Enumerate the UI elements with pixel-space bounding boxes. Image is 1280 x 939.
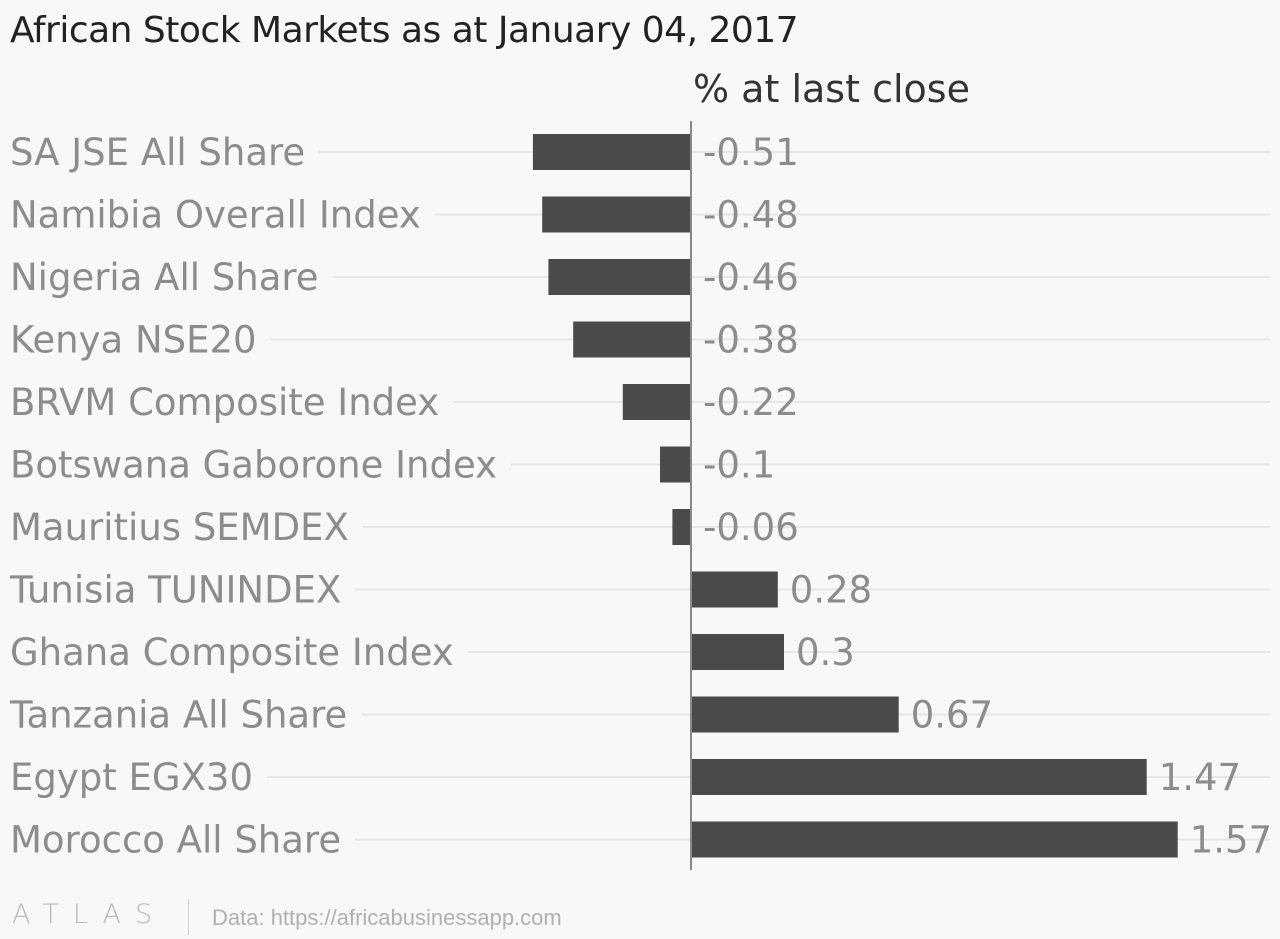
category-label: BRVM Composite Index xyxy=(10,381,439,424)
value-label: -0.06 xyxy=(703,506,799,549)
atlas-logo: ATLAS xyxy=(12,899,167,930)
category-label: Mauritius SEMDEX xyxy=(10,506,349,549)
value-label: -0.1 xyxy=(703,444,775,487)
value-label: 1.57 xyxy=(1190,819,1272,862)
category-label: Tanzania All Share xyxy=(9,694,347,737)
category-label: Ghana Composite Index xyxy=(10,631,454,674)
value-label: -0.48 xyxy=(703,194,799,237)
value-label: 1.47 xyxy=(1159,756,1241,799)
bar xyxy=(573,321,691,358)
footer-divider xyxy=(188,899,189,935)
category-label: SA JSE All Share xyxy=(10,131,305,174)
category-label: Morocco All Share xyxy=(10,819,341,862)
source-note: Data: https://africabusinessapp.com xyxy=(212,905,562,930)
value-label: -0.51 xyxy=(703,131,799,174)
category-label: Namibia Overall Index xyxy=(10,194,421,237)
category-label: Botswana Gaborone Index xyxy=(10,444,497,487)
value-label: -0.22 xyxy=(703,381,799,424)
bar xyxy=(691,634,784,670)
value-label: 0.3 xyxy=(796,631,855,674)
bar xyxy=(691,759,1147,795)
bar xyxy=(542,196,691,233)
value-axis-label: % at last close xyxy=(693,67,970,111)
bar xyxy=(548,259,691,295)
bar-chart: % at last close SA JSE All Share -0.51 Nami… xyxy=(9,67,1272,870)
bar xyxy=(691,821,1178,858)
category-label: Kenya NSE20 xyxy=(10,319,257,362)
bar xyxy=(622,384,691,420)
footer: ATLAS Data: https://africabusinessapp.co… xyxy=(0,895,1280,939)
value-label: -0.46 xyxy=(703,256,799,299)
bar xyxy=(532,134,691,170)
value-label: 0.67 xyxy=(911,694,993,737)
value-label: 0.28 xyxy=(790,569,872,612)
bar xyxy=(691,571,778,608)
bar xyxy=(691,696,899,733)
value-label: -0.38 xyxy=(703,319,799,362)
chart-title: African Stock Markets as at January 04, … xyxy=(10,10,799,51)
category-label: Nigeria All Share xyxy=(10,256,319,299)
category-label: Egypt EGX30 xyxy=(10,756,253,799)
bar xyxy=(660,446,691,483)
bar xyxy=(672,509,691,545)
category-label: Tunisia TUNINDEX xyxy=(9,569,341,612)
